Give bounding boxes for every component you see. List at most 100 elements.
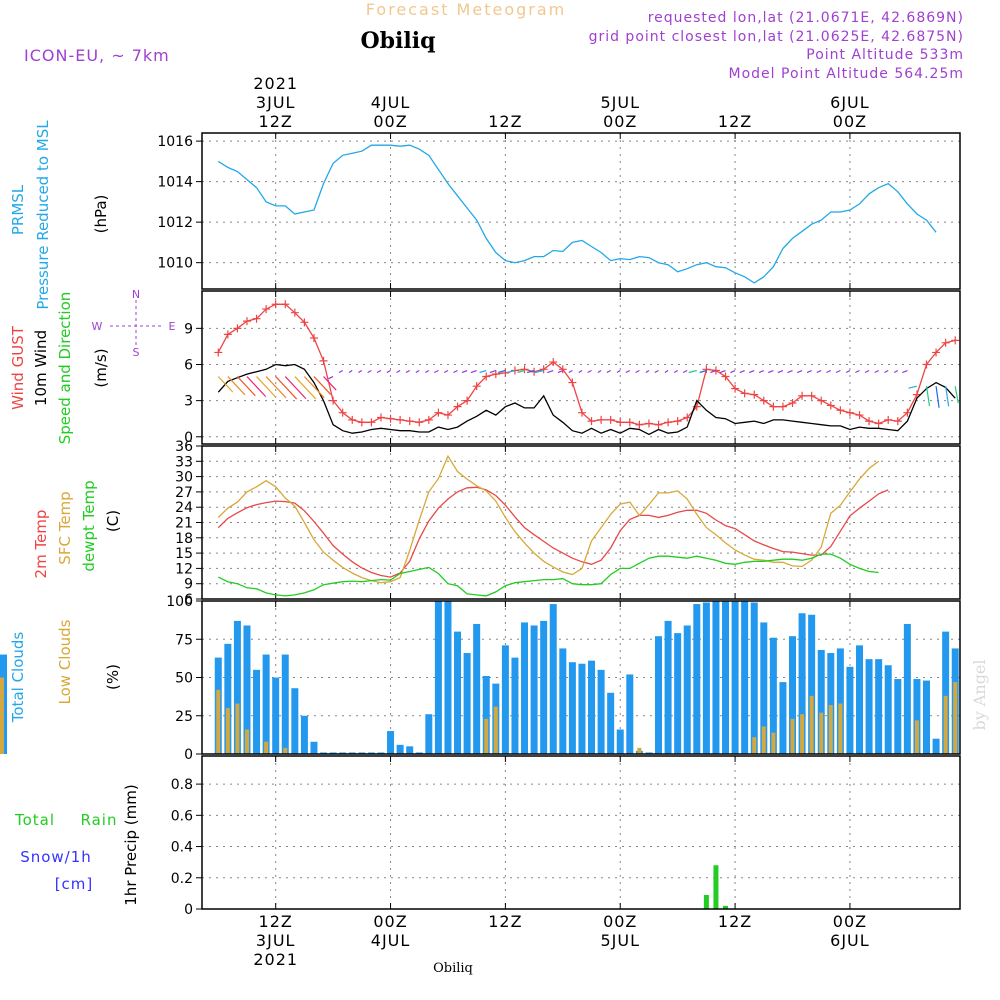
bar-total-clouds: [233, 620, 241, 754]
bar-total-rain: [713, 865, 719, 909]
gust-marker: [587, 417, 596, 426]
series-prmsl: [217, 144, 937, 284]
wind-arrow: [246, 376, 267, 398]
wind-arrow: [265, 376, 287, 399]
panel-pressure: 1010 1012 1014 1016: [157, 132, 961, 290]
bar-total-clouds: [894, 679, 902, 754]
gust-marker: [233, 324, 242, 333]
bar-total-clouds: [616, 729, 624, 754]
time-axis-label: 00Z: [603, 112, 637, 131]
time-axis-label: 12Z: [718, 112, 752, 131]
y-tick-label: 0.2: [171, 871, 193, 887]
temp-label-2m: 2m Temp: [32, 510, 50, 579]
wind-arrow: [925, 386, 931, 407]
bar-total-clouds: [501, 645, 509, 754]
wind-arrow: [396, 369, 401, 374]
wind-arrow: [730, 369, 736, 374]
compass-west: W: [92, 320, 103, 333]
wind-label-direction: Speed and Direction: [56, 292, 74, 445]
wind-arrow: [654, 369, 659, 374]
wind-arrow: [902, 369, 908, 374]
bar-low-clouds: [790, 718, 795, 754]
gust-marker: [501, 368, 510, 377]
gust-marker: [405, 417, 414, 426]
bar-low-clouds: [809, 695, 814, 754]
wind-arrow: [884, 369, 889, 374]
gust-marker: [415, 418, 424, 427]
bar-low-clouds: [283, 747, 288, 754]
gust-marker: [367, 418, 376, 427]
wind-arrow: [845, 369, 851, 374]
bar-total-clouds: [339, 752, 347, 754]
wind-arrow: [367, 369, 372, 374]
series-2m-temp: [217, 486, 889, 578]
gust-marker: [281, 300, 290, 309]
gust-marker: [845, 408, 854, 417]
requested-coords: requested lon,lat (21.0671E, 42.6869N): [648, 10, 964, 26]
time-axis-label: 6JUL: [830, 931, 870, 950]
wind-arrow: [313, 376, 332, 395]
bar-total-clouds: [808, 614, 816, 754]
bar-total-clouds: [722, 601, 730, 754]
pressure-label-2: Pressure Reduced to MSL: [34, 120, 52, 310]
bar-total-clouds: [702, 602, 710, 754]
time-axis-label: 00Z: [603, 912, 637, 931]
gust-marker: [616, 418, 625, 427]
gust-marker: [951, 336, 960, 345]
bar-total-clouds: [597, 669, 605, 754]
bar-total-clouds: [406, 746, 414, 754]
gust-marker: [769, 402, 778, 411]
gust-marker: [463, 396, 472, 405]
y-tick-label: 0.8: [171, 777, 193, 793]
bar-total-clouds: [530, 625, 538, 754]
bar-total-clouds: [693, 604, 701, 754]
wind-arrow: [748, 369, 755, 374]
gust-marker: [472, 382, 481, 391]
pressure-unit: (hPa): [92, 195, 110, 234]
bar-total-clouds: [731, 601, 739, 754]
temp-label-sfc: SFC Temp: [56, 491, 74, 564]
bar-total-clouds: [253, 669, 261, 754]
gust-marker: [740, 389, 749, 398]
gust-marker: [941, 338, 950, 347]
gust-marker: [319, 356, 328, 365]
wind-arrow: [517, 369, 525, 374]
clouds-unit: (%): [104, 664, 122, 690]
gust-marker: [568, 378, 577, 387]
bar-total-clouds: [884, 665, 892, 754]
wind-arrow: [433, 369, 439, 374]
time-axis-label: 00Z: [833, 112, 867, 131]
gust-marker: [750, 390, 759, 399]
footer-location: Obiliq: [433, 961, 473, 976]
bar-low-clouds: [235, 703, 240, 754]
y-tick-label: 75: [175, 632, 193, 648]
gust-marker: [223, 330, 232, 339]
bar-low-clouds: [752, 737, 757, 754]
time-axis-label: 2021: [253, 950, 298, 969]
gust-marker: [893, 417, 902, 426]
bar-total-clouds: [473, 623, 481, 754]
wind-arrow: [557, 369, 564, 374]
temp-label-dewpt: dewpt Temp: [80, 480, 98, 571]
bar-low-clouds: [819, 712, 824, 754]
gust-marker: [826, 401, 835, 410]
bar-low-clouds: [216, 689, 221, 754]
bar-total-clouds: [224, 643, 232, 754]
time-axis-label: 3JUL: [256, 93, 296, 112]
gust-marker: [376, 413, 385, 422]
point-altitude: Point Altitude 533m: [806, 47, 964, 63]
bar-total-clouds: [865, 659, 873, 754]
series-wind-gust: [217, 303, 956, 426]
gust-marker: [798, 391, 807, 400]
wind-arrow: [682, 369, 688, 374]
wind-arrow: [816, 369, 822, 374]
gust-marker: [664, 418, 673, 427]
bar-total-clouds: [377, 752, 385, 754]
wind-arrow: [386, 369, 391, 374]
time-axis-label: 2021: [253, 74, 298, 93]
wind-arrow: [284, 376, 307, 400]
time-axis-label: 6JUL: [830, 93, 870, 112]
y-tick-label: 0: [184, 747, 193, 763]
gust-marker: [348, 415, 357, 424]
